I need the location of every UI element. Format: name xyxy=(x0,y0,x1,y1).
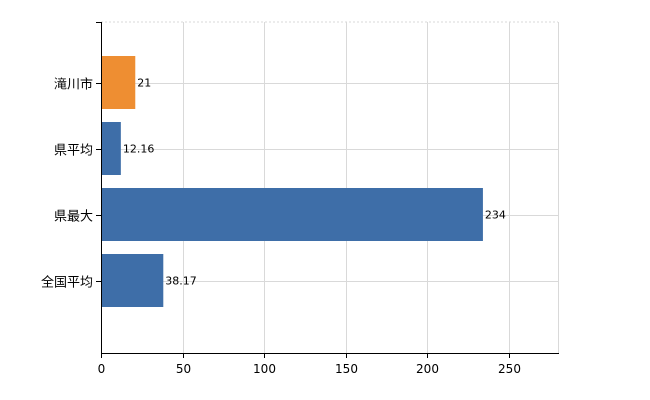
bar-4 xyxy=(101,254,164,307)
data-label-3: 234 xyxy=(485,209,506,222)
data-label-1: 21 xyxy=(137,77,151,90)
y-tick-label: 滝川市 xyxy=(54,77,93,93)
bar-1 xyxy=(101,56,136,109)
x-tick-label: 100 xyxy=(253,362,276,376)
x-tick-label: 50 xyxy=(176,362,191,376)
x-tick-label: 0 xyxy=(98,362,106,376)
bar-3 xyxy=(101,188,483,241)
y-tick-label: 県平均 xyxy=(54,144,93,159)
bar-2 xyxy=(101,122,121,175)
x-tick-label: 250 xyxy=(498,362,521,376)
y-tick-label: 県最大 xyxy=(54,210,93,225)
data-label-4: 38.17 xyxy=(165,275,197,288)
data-label-2: 12.16 xyxy=(123,143,155,156)
x-tick-label: 150 xyxy=(335,362,358,376)
x-tick-label: 200 xyxy=(416,362,439,376)
y-tick-label: 全国平均 xyxy=(41,275,93,291)
